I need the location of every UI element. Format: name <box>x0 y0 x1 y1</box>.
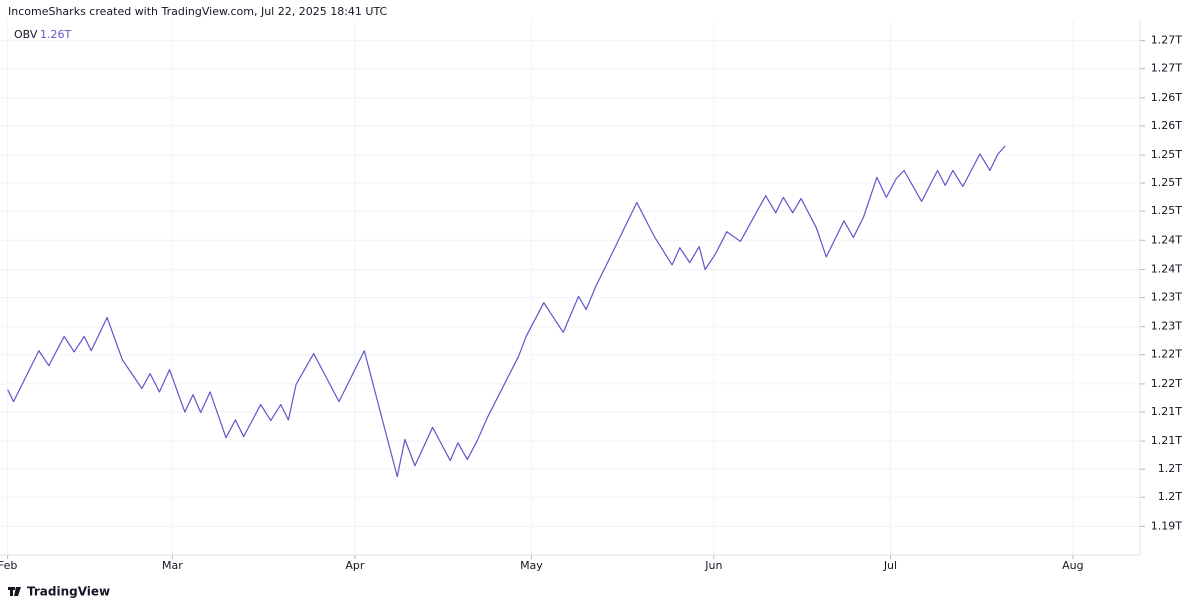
x-tick-label: Jul <box>883 559 897 572</box>
chart-title: IncomeSharks created with TradingView.co… <box>8 5 388 18</box>
y-tick-label: 1.24T <box>1151 262 1182 275</box>
watermark: TradingView <box>27 585 110 599</box>
logo-part <box>14 587 21 596</box>
y-tick-label: 1.27T <box>1151 34 1182 47</box>
y-tick-label: 1.25T <box>1151 204 1182 217</box>
y-tick-label: 1.25T <box>1151 148 1182 161</box>
y-tick-label: 1.2T <box>1158 462 1182 475</box>
y-tick-label: 1.25T <box>1151 176 1182 189</box>
logo-part <box>10 587 13 596</box>
y-tick-label: 1.26T <box>1151 91 1182 104</box>
y-tick-label: 1.23T <box>1151 291 1182 304</box>
y-tick-label: 1.21T <box>1151 434 1182 447</box>
y-tick-label: 1.23T <box>1151 320 1182 333</box>
y-tick-label: 1.21T <box>1151 405 1182 418</box>
y-tick-label: 1.26T <box>1151 119 1182 132</box>
x-tick-label: Mar <box>162 559 183 572</box>
y-tick-label: 1.22T <box>1151 377 1182 390</box>
y-tick-label: 1.2T <box>1158 490 1182 503</box>
series-line <box>7 145 1006 478</box>
watermark-logo <box>8 587 21 596</box>
y-tick-label: 1.22T <box>1151 348 1182 361</box>
y-tick-label: 1.27T <box>1151 62 1182 75</box>
x-tick-label: Jun <box>704 559 722 572</box>
x-tick-label: Feb <box>0 559 17 572</box>
legend-value: 1.26T <box>40 28 71 41</box>
x-tick-label: May <box>520 559 543 572</box>
x-tick-label: Aug <box>1062 559 1083 572</box>
x-tick-label: Apr <box>345 559 365 572</box>
y-tick-label: 1.24T <box>1151 233 1182 246</box>
legend-name: OBV <box>14 28 38 41</box>
y-tick-label: 1.19T <box>1151 519 1182 532</box>
